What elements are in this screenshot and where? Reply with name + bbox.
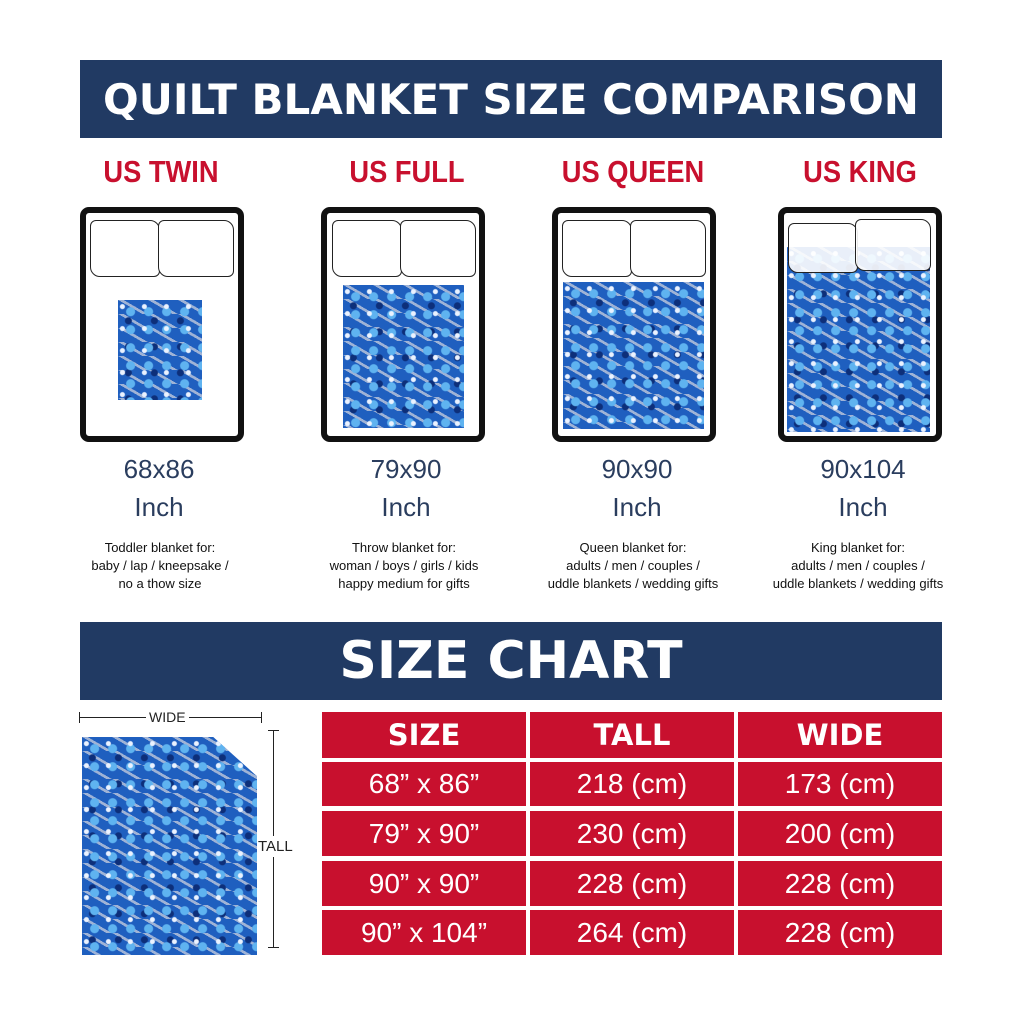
title-banner: QUILT BLANKET SIZE COMPARISON: [80, 60, 942, 138]
pillow-icon: [158, 220, 234, 277]
desc-line: Toddler blanket for:: [104, 540, 216, 555]
pillow-icon: [90, 220, 160, 277]
table-cell-wide: 173 (cm): [738, 762, 942, 806]
desc-king: King blanket for: adults / men / couples…: [743, 539, 973, 593]
desc-line: woman / boys / girls / kids: [329, 558, 479, 573]
wide-arrow-end: [261, 712, 262, 723]
pillow-icon: [630, 220, 706, 277]
table-header-tall: TALL: [530, 712, 734, 758]
desc-full: Throw blanket for: woman / boys / girls …: [289, 539, 519, 593]
dims-full: 79x90: [370, 454, 442, 484]
desc-line: King blanket for:: [811, 540, 905, 555]
tall-label: TALL: [258, 836, 293, 857]
blanket-queen: [563, 282, 704, 429]
size-chart-title: SIZE CHART: [339, 631, 683, 691]
pillow-icon: [562, 220, 632, 277]
desc-line: uddle blankets / wedding gifts: [547, 576, 719, 591]
unit-queen: Inch: [612, 492, 662, 522]
dims-twin: 68x86: [123, 454, 195, 484]
table-cell-tall: 230 (cm): [530, 811, 734, 856]
table-cell-wide: 228 (cm): [738, 910, 942, 955]
desc-line: adults / men / couples /: [791, 558, 925, 573]
table-cell-size: 90” x 104”: [322, 910, 526, 955]
unit-full: Inch: [381, 492, 431, 522]
size-name-queen: US QUEEN: [561, 154, 705, 189]
desc-line: Queen blanket for:: [579, 540, 687, 555]
desc-twin: Toddler blanket for: baby / lap / kneeps…: [45, 539, 275, 593]
desc-queen: Queen blanket for: adults / men / couple…: [518, 539, 748, 593]
table-cell-size: 90” x 90”: [322, 861, 526, 906]
desc-line: adults / men / couples /: [566, 558, 700, 573]
size-name-king: US KING: [803, 154, 917, 189]
table-header-size: SIZE: [322, 712, 526, 758]
desc-line: no a thow size: [118, 576, 202, 591]
table-cell-tall: 228 (cm): [530, 861, 734, 906]
size-name-full: US FULL: [349, 154, 465, 189]
table-cell-wide: 200 (cm): [738, 811, 942, 856]
wide-arrow-end: [79, 712, 80, 723]
table-cell-tall: 264 (cm): [530, 910, 734, 955]
size-name-twin: US TWIN: [103, 154, 219, 189]
table-cell-size: 79” x 90”: [322, 811, 526, 856]
table-cell-tall: 218 (cm): [530, 762, 734, 806]
page-title: QUILT BLANKET SIZE COMPARISON: [103, 74, 919, 124]
desc-line: Throw blanket for:: [351, 540, 457, 555]
blanket-king: [787, 247, 930, 432]
dims-queen: 90x90: [601, 454, 673, 484]
blanket-diagram: [82, 737, 257, 955]
desc-line: happy medium for gifts: [338, 576, 470, 591]
pillow-icon: [788, 223, 858, 273]
table-cell-wide: 228 (cm): [738, 861, 942, 906]
table-cell-size: 68” x 86”: [322, 762, 526, 806]
pillow-icon: [855, 219, 931, 271]
desc-line: baby / lap / kneepsake /: [91, 558, 229, 573]
pillow-icon: [400, 220, 476, 277]
size-chart-banner: SIZE CHART: [80, 622, 942, 700]
table-header-wide: WIDE: [738, 712, 942, 758]
wide-label: WIDE: [146, 709, 189, 725]
tall-arrow-end: [268, 730, 279, 731]
blanket-twin: [118, 300, 202, 400]
pillow-icon: [332, 220, 402, 277]
blanket-full: [343, 285, 464, 428]
unit-king: Inch: [838, 492, 888, 522]
tall-arrow-end: [268, 947, 279, 948]
unit-twin: Inch: [134, 492, 184, 522]
dims-king: 90x104: [820, 454, 906, 484]
desc-line: uddle blankets / wedding gifts: [772, 576, 944, 591]
